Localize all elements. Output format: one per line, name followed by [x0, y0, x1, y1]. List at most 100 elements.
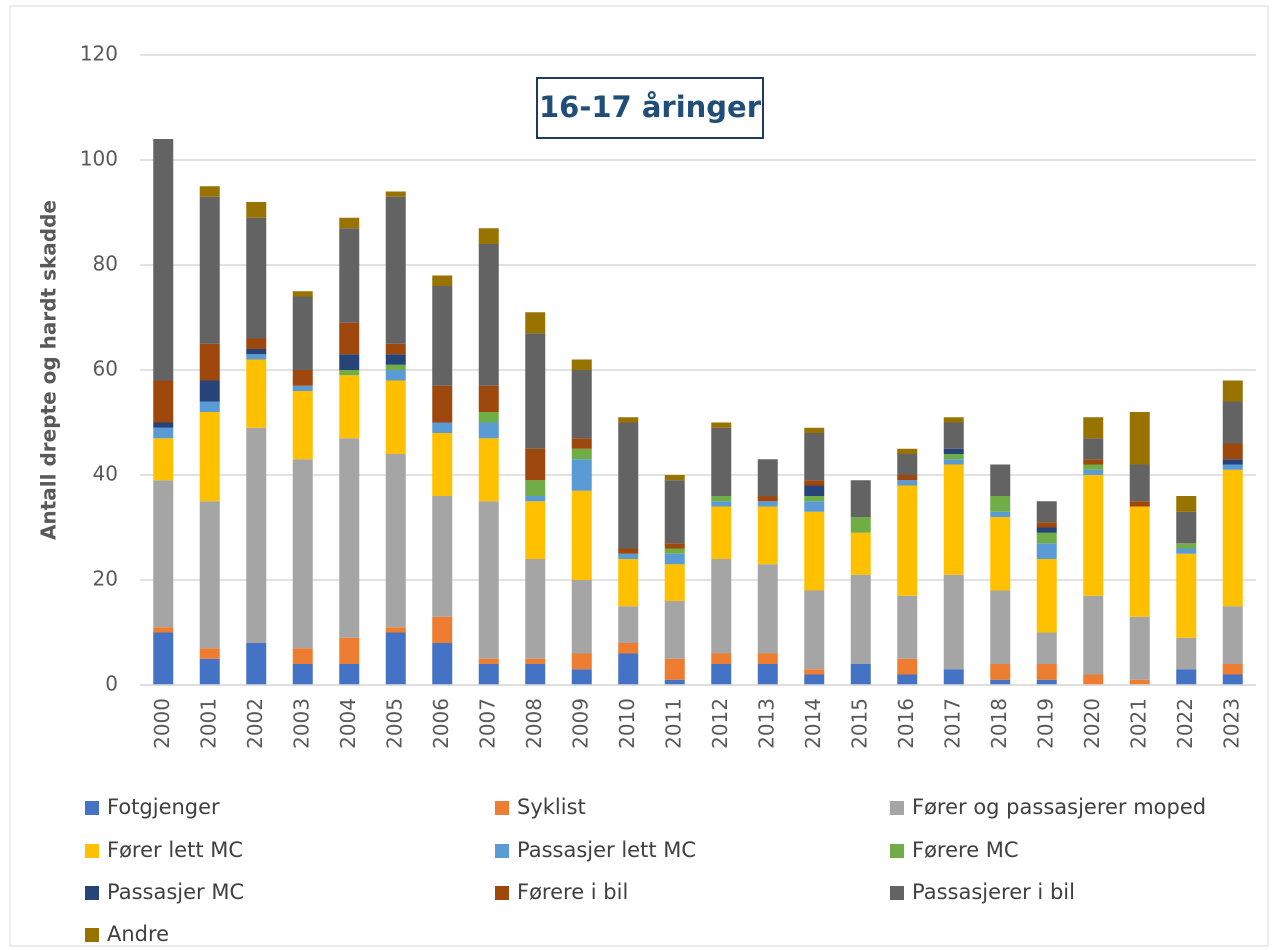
- x-tick-label: 2009: [568, 698, 592, 749]
- bar-segment: [199, 380, 220, 402]
- bar-segment: [1222, 401, 1243, 444]
- bar-segment: [618, 643, 639, 654]
- bar-segment: [292, 385, 313, 391]
- bar-segment: [990, 517, 1011, 591]
- bar-segment: [943, 448, 964, 454]
- bar-segment: [990, 464, 1011, 496]
- bar-segment: [1036, 679, 1057, 685]
- bar-segment: [711, 559, 732, 654]
- bar-segment: [525, 501, 546, 559]
- bar-segment: [432, 643, 453, 685]
- bar-segment: [1222, 459, 1243, 465]
- bar-segment: [1036, 543, 1057, 559]
- bar-segment: [618, 653, 639, 685]
- bar-segment: [897, 674, 918, 685]
- bar-segment: [153, 422, 174, 428]
- bar-segment: [664, 679, 685, 685]
- bar-segment: [664, 480, 685, 544]
- bar-segment: [1176, 637, 1197, 670]
- bar-segment: [1083, 459, 1104, 465]
- bar-segment: [199, 658, 220, 685]
- bar-segment: [618, 417, 639, 423]
- title-box: [536, 77, 764, 139]
- bar-segment: [804, 485, 825, 496]
- bar-segment: [618, 559, 639, 607]
- bar-segment: [525, 658, 546, 664]
- legend-swatch: [890, 844, 904, 858]
- bar-segment: [525, 312, 546, 334]
- bar-segment: [1176, 669, 1197, 685]
- bar-segment: [618, 422, 639, 549]
- bar-segment: [1176, 496, 1197, 512]
- bar-segment: [571, 490, 592, 580]
- bar-segment: [664, 548, 685, 554]
- bar-segment: [943, 454, 964, 460]
- bar-segment: [943, 417, 964, 423]
- bar-segment: [385, 632, 406, 685]
- bar-segment: [757, 506, 778, 565]
- bar-segment: [804, 511, 825, 591]
- bar-segment: [1176, 543, 1197, 549]
- bar-segment: [850, 574, 871, 664]
- x-tick-label: 2015: [847, 698, 871, 749]
- bar-segment: [757, 664, 778, 685]
- bar-segment: [199, 343, 220, 381]
- x-tick-label: 2001: [196, 698, 220, 749]
- bar-segment: [432, 422, 453, 433]
- bar-segment: [804, 433, 825, 481]
- bar-segment: [1083, 674, 1104, 685]
- bar-segment: [525, 448, 546, 481]
- bar-segment: [1083, 417, 1104, 439]
- bar-segment: [897, 454, 918, 475]
- bar-segment: [1083, 438, 1104, 460]
- bar-segment: [246, 338, 267, 349]
- bar-segment: [478, 658, 499, 664]
- bar-segment: [385, 191, 406, 197]
- bar-segment: [897, 475, 918, 481]
- bar-segment: [385, 364, 406, 370]
- bar-segment: [339, 637, 360, 664]
- bar-segment: [990, 590, 1011, 664]
- bar-segment: [850, 480, 871, 517]
- bar-segment: [850, 517, 871, 533]
- bar-segment: [432, 385, 453, 423]
- x-tick-label: 2008: [522, 698, 546, 749]
- bar-segment: [339, 217, 360, 229]
- bar-segment: [757, 501, 778, 507]
- bar-segment: [246, 202, 267, 218]
- bar-segment: [804, 590, 825, 670]
- bar-segment: [1222, 606, 1243, 664]
- bar-segment: [1222, 469, 1243, 607]
- x-tick-label: 2021: [1126, 698, 1150, 749]
- bar-segment: [1222, 443, 1243, 460]
- bar-segment: [571, 370, 592, 439]
- bar-segment: [664, 564, 685, 601]
- bar-segment: [618, 606, 639, 643]
- bar-segment: [990, 511, 1011, 517]
- bar-segment: [1083, 469, 1104, 475]
- bar-segment: [339, 664, 360, 685]
- bar-segment: [385, 370, 406, 381]
- bar-segment: [385, 354, 406, 365]
- bar-segment: [711, 664, 732, 685]
- bar-segment: [525, 664, 546, 685]
- bar-segment: [525, 333, 546, 449]
- y-tick-label: 40: [93, 462, 118, 486]
- bar-segment: [339, 354, 360, 370]
- bar-segment: [711, 496, 732, 502]
- x-tick-label: 2020: [1080, 698, 1104, 749]
- legend-swatch: [495, 886, 509, 900]
- legend-label: Fører lett MC: [107, 838, 243, 862]
- y-tick-label: 120: [80, 42, 118, 66]
- bar-segment: [664, 658, 685, 680]
- bar-segment: [571, 653, 592, 670]
- bar-segment: [1222, 380, 1243, 402]
- bar-segment: [1129, 464, 1150, 502]
- bar-segment: [990, 664, 1011, 680]
- legend-label: Førere MC: [912, 838, 1019, 862]
- bar-segment: [432, 433, 453, 496]
- bar-segment: [478, 228, 499, 244]
- x-tick-label: 2022: [1173, 698, 1197, 749]
- bar-segment: [571, 359, 592, 370]
- bar-segment: [1036, 664, 1057, 680]
